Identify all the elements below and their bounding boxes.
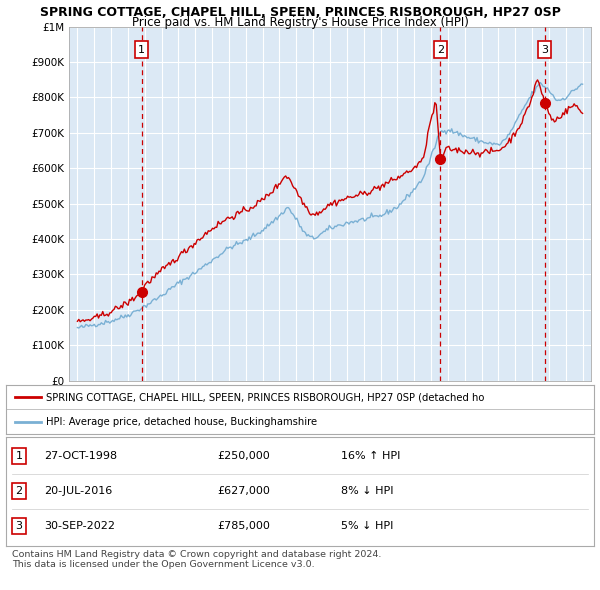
Text: £250,000: £250,000 xyxy=(218,451,271,461)
Text: SPRING COTTAGE, CHAPEL HILL, SPEEN, PRINCES RISBOROUGH, HP27 0SP: SPRING COTTAGE, CHAPEL HILL, SPEEN, PRIN… xyxy=(40,6,560,19)
Text: 30-SEP-2022: 30-SEP-2022 xyxy=(44,521,115,531)
Text: 2: 2 xyxy=(16,486,22,496)
Text: 16% ↑ HPI: 16% ↑ HPI xyxy=(341,451,401,461)
Text: 2: 2 xyxy=(437,45,444,54)
Text: 1: 1 xyxy=(16,451,22,461)
Text: 3: 3 xyxy=(541,45,548,54)
Text: 20-JUL-2016: 20-JUL-2016 xyxy=(44,486,112,496)
Text: 1: 1 xyxy=(138,45,145,54)
Text: 27-OCT-1998: 27-OCT-1998 xyxy=(44,451,118,461)
Text: HPI: Average price, detached house, Buckinghamshire: HPI: Average price, detached house, Buck… xyxy=(46,417,317,427)
Text: 3: 3 xyxy=(16,521,22,531)
Text: Contains HM Land Registry data © Crown copyright and database right 2024.
This d: Contains HM Land Registry data © Crown c… xyxy=(12,550,382,569)
Text: £785,000: £785,000 xyxy=(218,521,271,531)
Text: £627,000: £627,000 xyxy=(218,486,271,496)
Text: Price paid vs. HM Land Registry's House Price Index (HPI): Price paid vs. HM Land Registry's House … xyxy=(131,16,469,29)
Text: SPRING COTTAGE, CHAPEL HILL, SPEEN, PRINCES RISBOROUGH, HP27 0SP (detached ho: SPRING COTTAGE, CHAPEL HILL, SPEEN, PRIN… xyxy=(46,392,484,402)
Text: 5% ↓ HPI: 5% ↓ HPI xyxy=(341,521,394,531)
Text: 8% ↓ HPI: 8% ↓ HPI xyxy=(341,486,394,496)
